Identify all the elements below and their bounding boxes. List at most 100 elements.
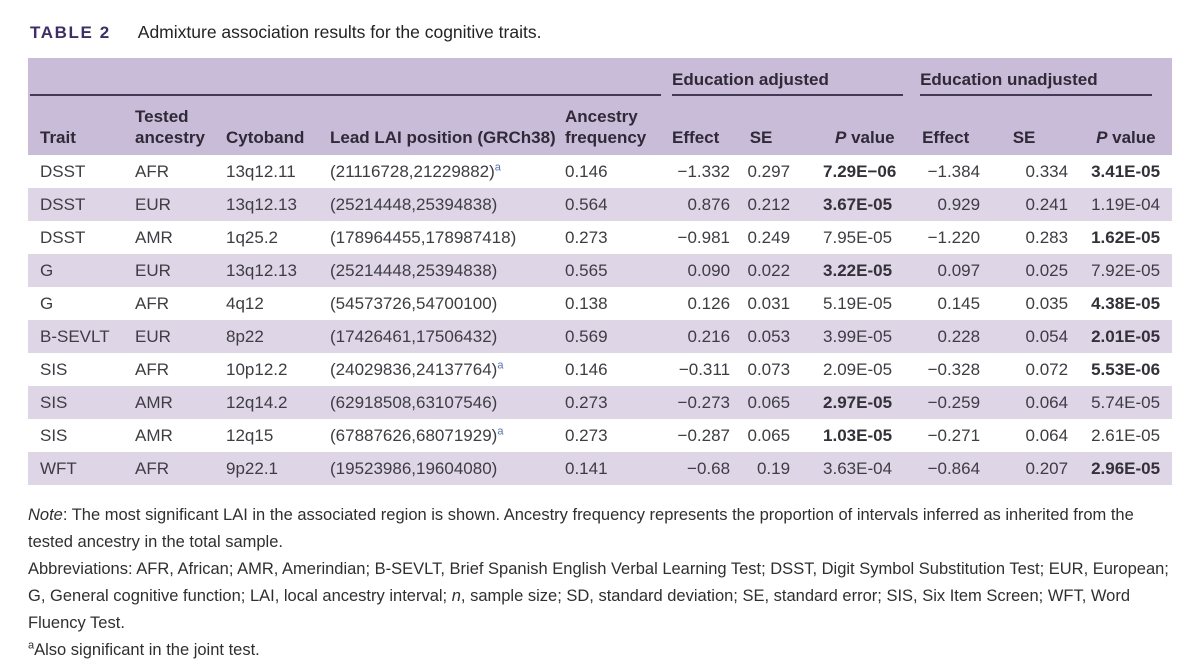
cell-ancestry-frequency: 0.569 <box>565 320 673 353</box>
cell-se-unadjusted: 0.035 <box>1025 293 1069 313</box>
cell-tested-ancestry: EUR <box>135 254 226 287</box>
cell-trait: G <box>40 293 54 313</box>
cell-trait: SIS <box>28 386 135 419</box>
table-row: DSST AFR 13q12.11 (21116728,21229882)a 0… <box>28 155 1172 188</box>
joint-test-footnote-marker: a <box>497 358 504 371</box>
cell-se-unadjusted: 0.064 <box>1025 425 1069 445</box>
group-header-spacer <box>28 58 673 98</box>
column-header-row: Trait Tested ancestry Cytoband Lead LAI … <box>28 98 1173 155</box>
cell-tested-ancestry: AFR <box>135 293 169 313</box>
cell-pvalue-unadjusted: 5.74E-05 <box>1068 386 1173 419</box>
table-row: G EUR 13q12.13 (25214448,25394838) 0.565… <box>28 254 1173 287</box>
cell-trait: SIS <box>40 425 68 445</box>
results-table: Education adjusted Education unadjusted … <box>28 58 1173 485</box>
cell-lead-lai-position: (178964455,178987418) <box>330 227 517 247</box>
cell-lead-lai-position: (21116728,21229882)a <box>330 160 501 181</box>
col-header-lead-lai-position: Lead LAI position (GRCh38) <box>330 98 565 155</box>
cell-trait: DSST <box>40 227 86 247</box>
cell-se-unadjusted: 0.025 <box>980 254 1069 287</box>
cell-trait: SIS <box>40 359 68 379</box>
col-header-pvalue-unadjusted: P value <box>1068 98 1173 155</box>
cell-pvalue-unadjusted: 1.19E-04 <box>1068 188 1173 221</box>
cell-trait: B-SEVLT <box>28 320 135 353</box>
cell-effect-unadjusted: 0.929 <box>920 188 981 221</box>
cell-lead-lai-position: (25214448,25394838) <box>330 188 565 221</box>
cell-cytoband: 13q12.11 <box>226 161 296 181</box>
cell-pvalue-unadjusted: 3.41E-05 <box>1091 161 1161 181</box>
cell-effect-adjusted: −0.311 <box>678 359 731 379</box>
spanner-rule <box>30 89 662 96</box>
cell-pvalue-adjusted: 5.19E-05 <box>823 293 893 313</box>
cell-se-unadjusted: 0.241 <box>980 188 1069 221</box>
cell-pvalue-unadjusted: 1.62E-05 <box>1091 227 1161 247</box>
cell-pvalue-unadjusted: 4.38E-05 <box>1091 293 1161 313</box>
cell-pvalue-adjusted: 2.09E-05 <box>823 359 893 379</box>
cell-lead-lai-position: (25214448,25394838) <box>330 254 565 287</box>
cell-ancestry-frequency: 0.138 <box>565 293 608 313</box>
cell-pvalue-unadjusted: 2.01E-05 <box>1068 320 1173 353</box>
cell-cytoband: 8p22 <box>226 320 330 353</box>
table-row: G AFR 4q12 (54573726,54700100) 0.138 0.1… <box>28 287 1172 320</box>
table-row: B-SEVLT EUR 8p22 (17426461,17506432) 0.5… <box>28 320 1173 353</box>
cell-se-adjusted: 0.073 <box>747 359 791 379</box>
table-row: SIS AFR 10p12.2 (24029836,24137764)a 0.1… <box>28 353 1172 386</box>
cell-ancestry-frequency: 0.146 <box>565 359 608 379</box>
joint-test-footnote-marker: a <box>497 424 504 437</box>
group-header-education-unadjusted: Education unadjusted <box>920 58 1173 98</box>
cell-pvalue-adjusted: 3.67E-05 <box>792 188 921 221</box>
cell-ancestry-frequency: 0.565 <box>565 254 673 287</box>
cell-cytoband: 13q12.13 <box>226 254 330 287</box>
table-row: DSST AMR 1q25.2 (178964455,178987418) 0.… <box>28 221 1172 254</box>
cell-effect-unadjusted: 0.228 <box>920 320 981 353</box>
cell-se-unadjusted: 0.064 <box>980 386 1069 419</box>
cell-lead-lai-position: (19523986,19604080) <box>330 452 565 485</box>
cell-pvalue-unadjusted: 7.92E-05 <box>1068 254 1173 287</box>
cell-se-unadjusted: 0.207 <box>980 452 1069 485</box>
cell-effect-unadjusted: 0.145 <box>937 293 981 313</box>
cell-pvalue-adjusted: 2.97E-05 <box>792 386 921 419</box>
cell-effect-unadjusted: −1.220 <box>927 227 981 247</box>
cell-se-adjusted: 0.065 <box>730 386 793 419</box>
cell-cytoband: 4q12 <box>226 293 264 313</box>
cell-ancestry-frequency: 0.273 <box>565 386 673 419</box>
cell-effect-adjusted: −0.981 <box>677 227 731 247</box>
cell-pvalue-adjusted: 3.22E-05 <box>792 254 921 287</box>
cell-trait: WFT <box>28 452 135 485</box>
cell-pvalue-adjusted: 3.63E-04 <box>792 452 921 485</box>
col-header-pvalue-adjusted: P value <box>792 98 921 155</box>
cell-tested-ancestry: EUR <box>135 188 226 221</box>
col-header-se-unadjusted: SE <box>980 98 1069 155</box>
col-header-tested-ancestry: Tested ancestry <box>135 98 226 155</box>
group-header-row: Education adjusted Education unadjusted <box>28 58 1173 98</box>
cell-tested-ancestry: AFR <box>135 161 169 181</box>
cell-tested-ancestry: AMR <box>135 386 226 419</box>
cell-effect-adjusted: −0.287 <box>677 425 731 445</box>
cell-lead-lai-position: (24029836,24137764)a <box>330 358 504 379</box>
cell-se-adjusted: 0.249 <box>747 227 791 247</box>
cell-lead-lai-position: (17426461,17506432) <box>330 320 565 353</box>
table-row: WFT AFR 9p22.1 (19523986,19604080) 0.141… <box>28 452 1173 485</box>
cell-se-adjusted: 0.022 <box>730 254 793 287</box>
cell-se-adjusted: 0.19 <box>730 452 793 485</box>
cell-se-adjusted: 0.031 <box>747 293 791 313</box>
cell-tested-ancestry: EUR <box>135 320 226 353</box>
col-header-ancestry-frequency: Ancestry frequency <box>565 98 673 155</box>
joint-test-footnote-marker: a <box>494 160 501 173</box>
footnote-a-marker: a <box>28 639 35 652</box>
cell-se-adjusted: 0.065 <box>747 425 791 445</box>
cell-effect-adjusted: −0.273 <box>672 386 731 419</box>
col-header-se-adjusted: SE <box>730 98 793 155</box>
table-notes: Note: The most significant LAI in the as… <box>28 502 1178 664</box>
cell-se-adjusted: 0.053 <box>730 320 793 353</box>
table-header: Education adjusted Education unadjusted … <box>28 58 1173 155</box>
table-body: DSST AFR 13q12.11 (21116728,21229882)a 0… <box>28 155 1173 485</box>
cell-tested-ancestry: AMR <box>135 227 173 247</box>
cell-lead-lai-position: (67887626,68071929)a <box>330 424 504 445</box>
cell-effect-unadjusted: −0.864 <box>920 452 981 485</box>
cell-cytoband: 13q12.13 <box>226 188 330 221</box>
cell-se-unadjusted: 0.334 <box>1025 161 1069 181</box>
cell-cytoband: 1q25.2 <box>226 227 278 247</box>
cell-se-unadjusted: 0.072 <box>1025 359 1069 379</box>
cell-se-unadjusted: 0.054 <box>980 320 1069 353</box>
